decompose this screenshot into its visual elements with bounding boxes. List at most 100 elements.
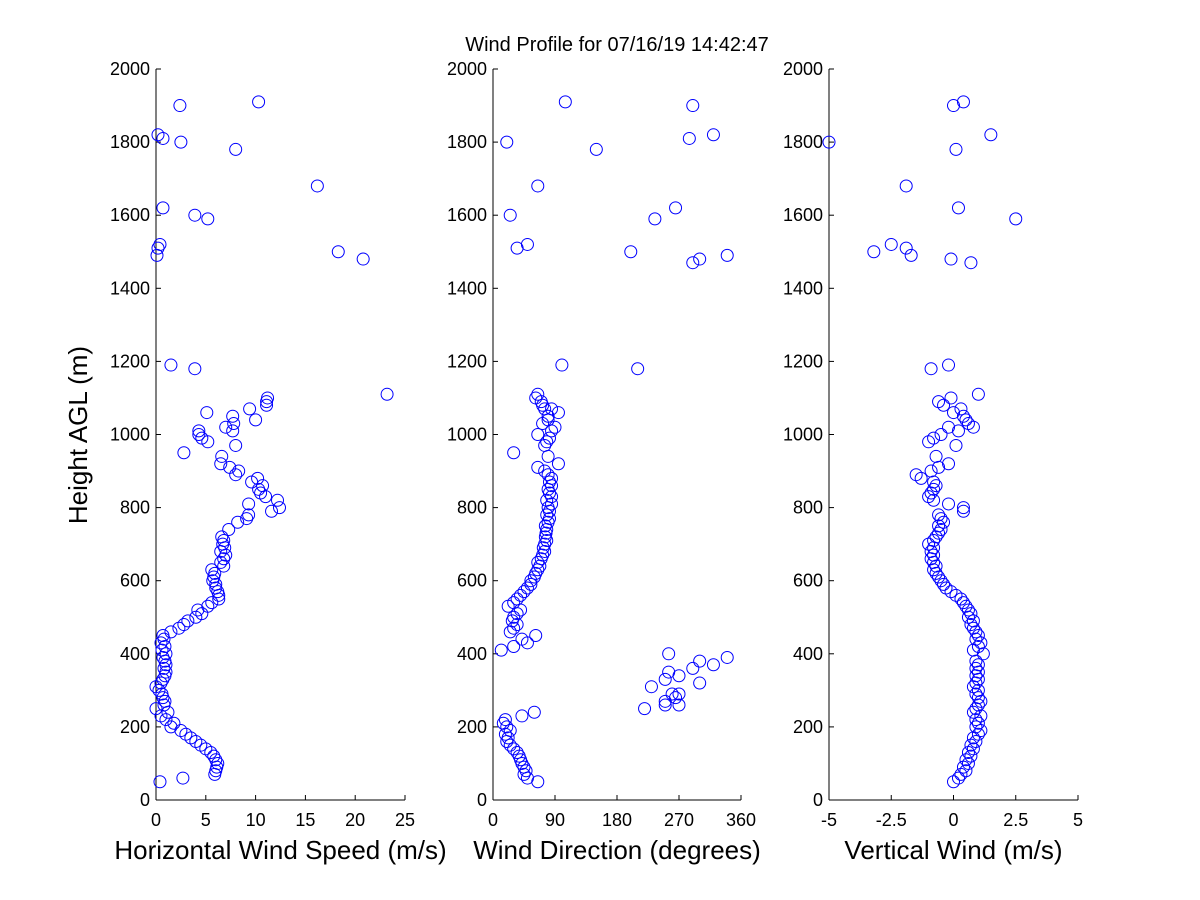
- data-point: [200, 406, 214, 420]
- data-point: [927, 548, 941, 562]
- data-point: [517, 585, 531, 599]
- x-tick-label: -2.5: [876, 810, 907, 830]
- data-point: [252, 95, 266, 109]
- data-point: [934, 523, 948, 537]
- data-point: [215, 449, 229, 463]
- data-point: [971, 727, 985, 741]
- data-point: [548, 420, 562, 434]
- x-tick-label: -5: [821, 810, 837, 830]
- data-point: [929, 479, 943, 493]
- y-tick-label: 1400: [783, 278, 823, 298]
- data-point: [932, 519, 946, 533]
- data-point: [260, 398, 274, 412]
- data-point: [195, 431, 209, 445]
- data-point: [156, 131, 170, 145]
- data-point: [529, 391, 543, 405]
- data-point: [254, 486, 268, 500]
- data-point: [686, 661, 700, 675]
- y-tick-label: 200: [120, 717, 150, 737]
- data-point: [496, 716, 510, 730]
- data-point: [154, 636, 168, 650]
- data-point: [540, 435, 554, 449]
- data-point: [922, 435, 936, 449]
- data-point: [503, 208, 517, 222]
- data-point: [669, 691, 683, 705]
- data-point: [558, 95, 572, 109]
- data-point: [514, 588, 528, 602]
- data-point: [164, 625, 178, 639]
- data-point: [693, 676, 707, 690]
- data-point: [194, 738, 208, 752]
- data-point: [184, 731, 198, 745]
- x-axis-title: Vertical Wind (m/s): [844, 835, 1062, 865]
- data-point: [934, 574, 948, 588]
- x-tick-label: 25: [395, 810, 415, 830]
- data-point: [971, 639, 985, 653]
- data-point: [631, 362, 645, 376]
- data-point: [252, 482, 266, 496]
- data-point: [720, 248, 734, 262]
- y-tick-label: 1800: [783, 132, 823, 152]
- data-point: [507, 621, 521, 635]
- data-point: [927, 475, 941, 489]
- data-point: [174, 135, 188, 149]
- data-point: [527, 705, 541, 719]
- y-tick-label: 1000: [447, 425, 487, 445]
- data-point: [932, 526, 946, 540]
- data-point: [524, 574, 538, 588]
- data-point: [942, 420, 956, 434]
- data-point: [942, 457, 956, 471]
- data-point: [538, 464, 552, 478]
- data-point: [226, 409, 240, 423]
- data-point: [971, 658, 985, 672]
- data-point: [720, 650, 734, 664]
- y-tick-label: 600: [793, 571, 823, 591]
- data-point: [271, 493, 285, 507]
- data-point: [177, 618, 191, 632]
- y-tick-label: 1400: [110, 278, 150, 298]
- data-point: [974, 724, 988, 738]
- data-point: [954, 402, 968, 416]
- data-point: [942, 497, 956, 511]
- data-point: [927, 493, 941, 507]
- y-tick-label: 600: [457, 571, 487, 591]
- data-point: [942, 358, 956, 372]
- data-point: [507, 596, 521, 610]
- y-tick-label: 600: [120, 571, 150, 591]
- y-tick-label: 400: [457, 644, 487, 664]
- data-point: [964, 749, 978, 763]
- data-point: [969, 661, 983, 675]
- data-point: [164, 720, 178, 734]
- data-point: [932, 508, 946, 522]
- data-point: [937, 577, 951, 591]
- data-point: [542, 512, 556, 526]
- data-point: [540, 493, 554, 507]
- x-tick-label: 270: [664, 810, 694, 830]
- x-tick-label: 0: [488, 810, 498, 830]
- data-point: [273, 501, 287, 515]
- data-point: [205, 563, 219, 577]
- data-point: [208, 566, 222, 580]
- data-point: [966, 614, 980, 628]
- data-point: [545, 490, 559, 504]
- y-tick-label: 2000: [110, 59, 150, 79]
- data-point: [669, 201, 683, 215]
- data-point: [242, 508, 256, 522]
- y-tick-label: 1600: [110, 205, 150, 225]
- data-point: [177, 446, 191, 460]
- data-point: [959, 764, 973, 778]
- y-tick-label: 0: [140, 790, 150, 810]
- data-point: [545, 497, 559, 511]
- data-point: [531, 179, 545, 193]
- data-point: [961, 745, 975, 759]
- data-point: [192, 428, 206, 441]
- data-point: [520, 581, 534, 595]
- data-point: [542, 475, 556, 489]
- data-point: [954, 592, 968, 606]
- x-tick-label: 180: [602, 810, 632, 830]
- data-point: [542, 431, 556, 445]
- data-point: [217, 533, 231, 547]
- data-point: [531, 460, 545, 474]
- data-point: [510, 745, 524, 759]
- data-point: [971, 683, 985, 697]
